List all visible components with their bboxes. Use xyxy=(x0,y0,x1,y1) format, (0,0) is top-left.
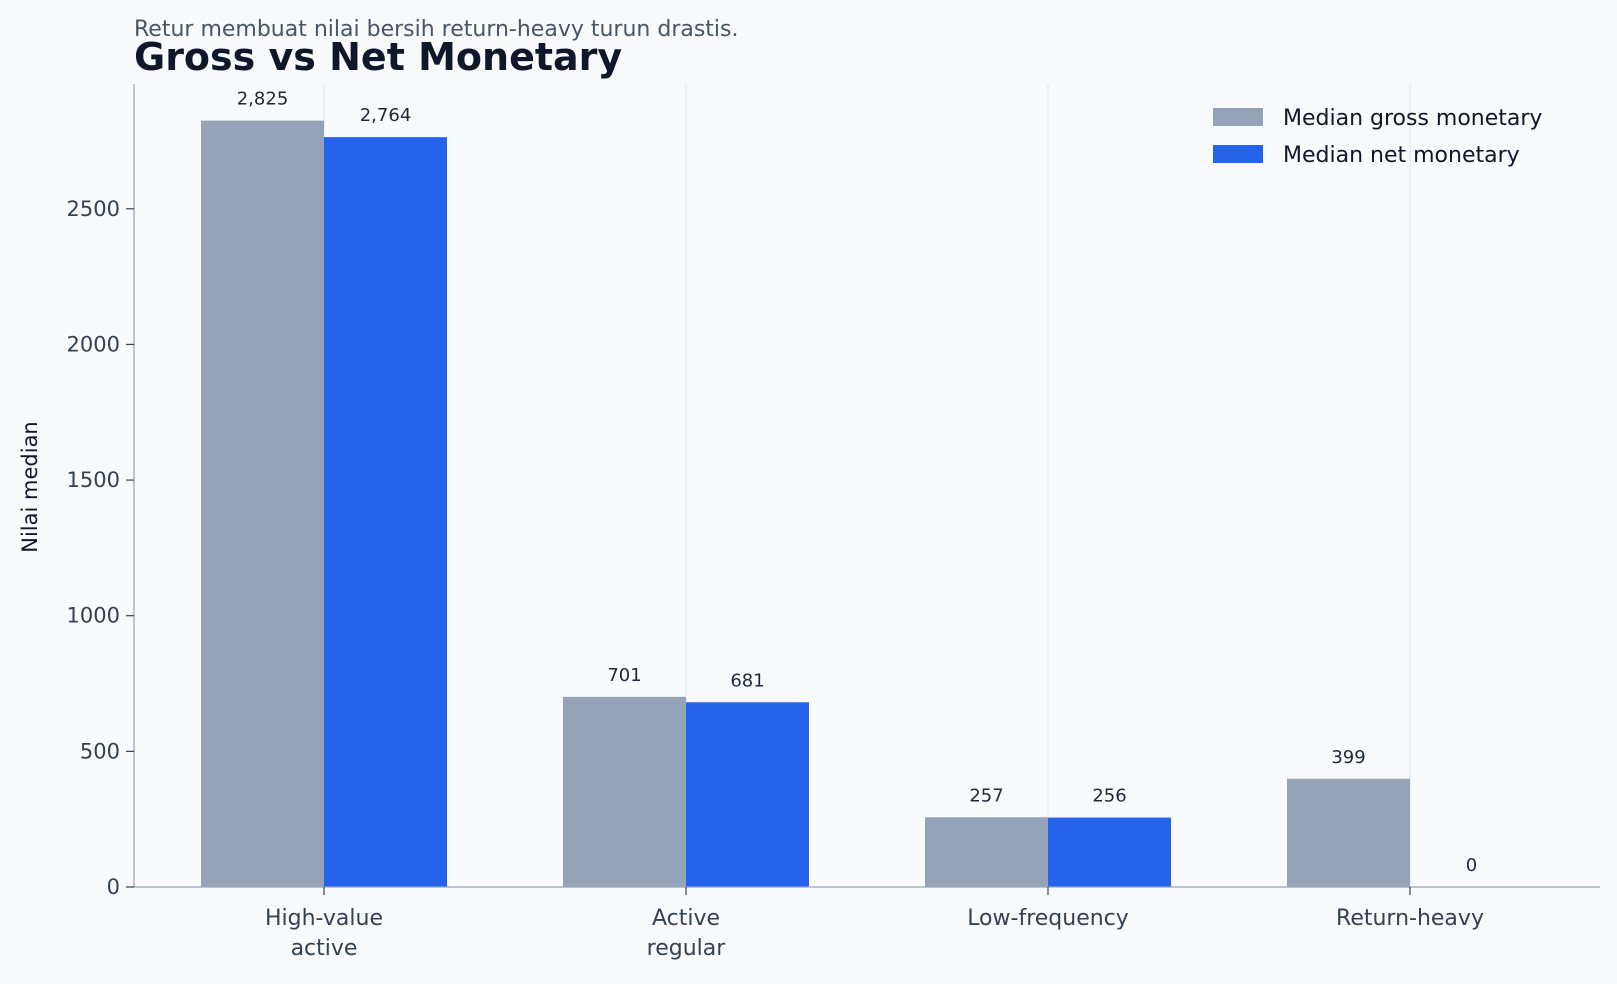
y-tick-label: 500 xyxy=(80,739,120,763)
bar-net xyxy=(686,702,809,887)
legend-label: Median net monetary xyxy=(1283,143,1520,168)
bar-gross xyxy=(1287,778,1410,887)
x-tick-label: Active xyxy=(652,906,720,931)
y-axis-label: Nilai median xyxy=(18,421,42,552)
data-label: 2,825 xyxy=(237,89,289,110)
data-labels: 2,825 701 257 399 2,764 681 256 0 xyxy=(237,89,1477,876)
legend: Median gross monetary Median net monetary xyxy=(1213,106,1542,168)
y-tick-label: 0 xyxy=(107,875,120,899)
data-label: 399 xyxy=(1331,747,1365,768)
data-label: 257 xyxy=(969,785,1003,806)
data-label: 256 xyxy=(1092,786,1126,807)
y-tick-label: 1500 xyxy=(67,468,120,492)
gridlines xyxy=(323,84,1411,887)
x-tick-label: active xyxy=(291,936,358,961)
bar-net xyxy=(1048,817,1171,887)
x-tick-label: High-value xyxy=(265,906,383,931)
chart-title: Gross vs Net Monetary xyxy=(134,35,622,79)
y-tick-label: 1000 xyxy=(67,604,120,628)
legend-label: Median gross monetary xyxy=(1283,106,1542,131)
data-label: 681 xyxy=(730,670,764,691)
data-label: 0 xyxy=(1466,855,1477,876)
bar-gross xyxy=(201,120,324,888)
y-tick-label: 2000 xyxy=(67,332,120,356)
bars xyxy=(201,120,1410,888)
x-tick-label: Low-frequency xyxy=(967,906,1129,931)
bar-net xyxy=(324,137,447,887)
y-tick-label: 2500 xyxy=(67,197,120,221)
bar-gross xyxy=(925,817,1048,887)
axes: 0 500 1000 1500 2000 2500 High-value active Acti… xyxy=(67,84,1600,961)
x-tick-label: Return-heavy xyxy=(1336,906,1484,931)
bar-gross xyxy=(563,696,686,887)
chart-subtitle: Retur membuat nilai bersih return-heavy … xyxy=(134,17,739,42)
data-label: 701 xyxy=(607,665,641,686)
x-tick-label: regular xyxy=(647,936,727,961)
data-label: 2,764 xyxy=(360,105,412,126)
legend-swatch xyxy=(1213,108,1263,126)
legend-swatch xyxy=(1213,145,1263,163)
